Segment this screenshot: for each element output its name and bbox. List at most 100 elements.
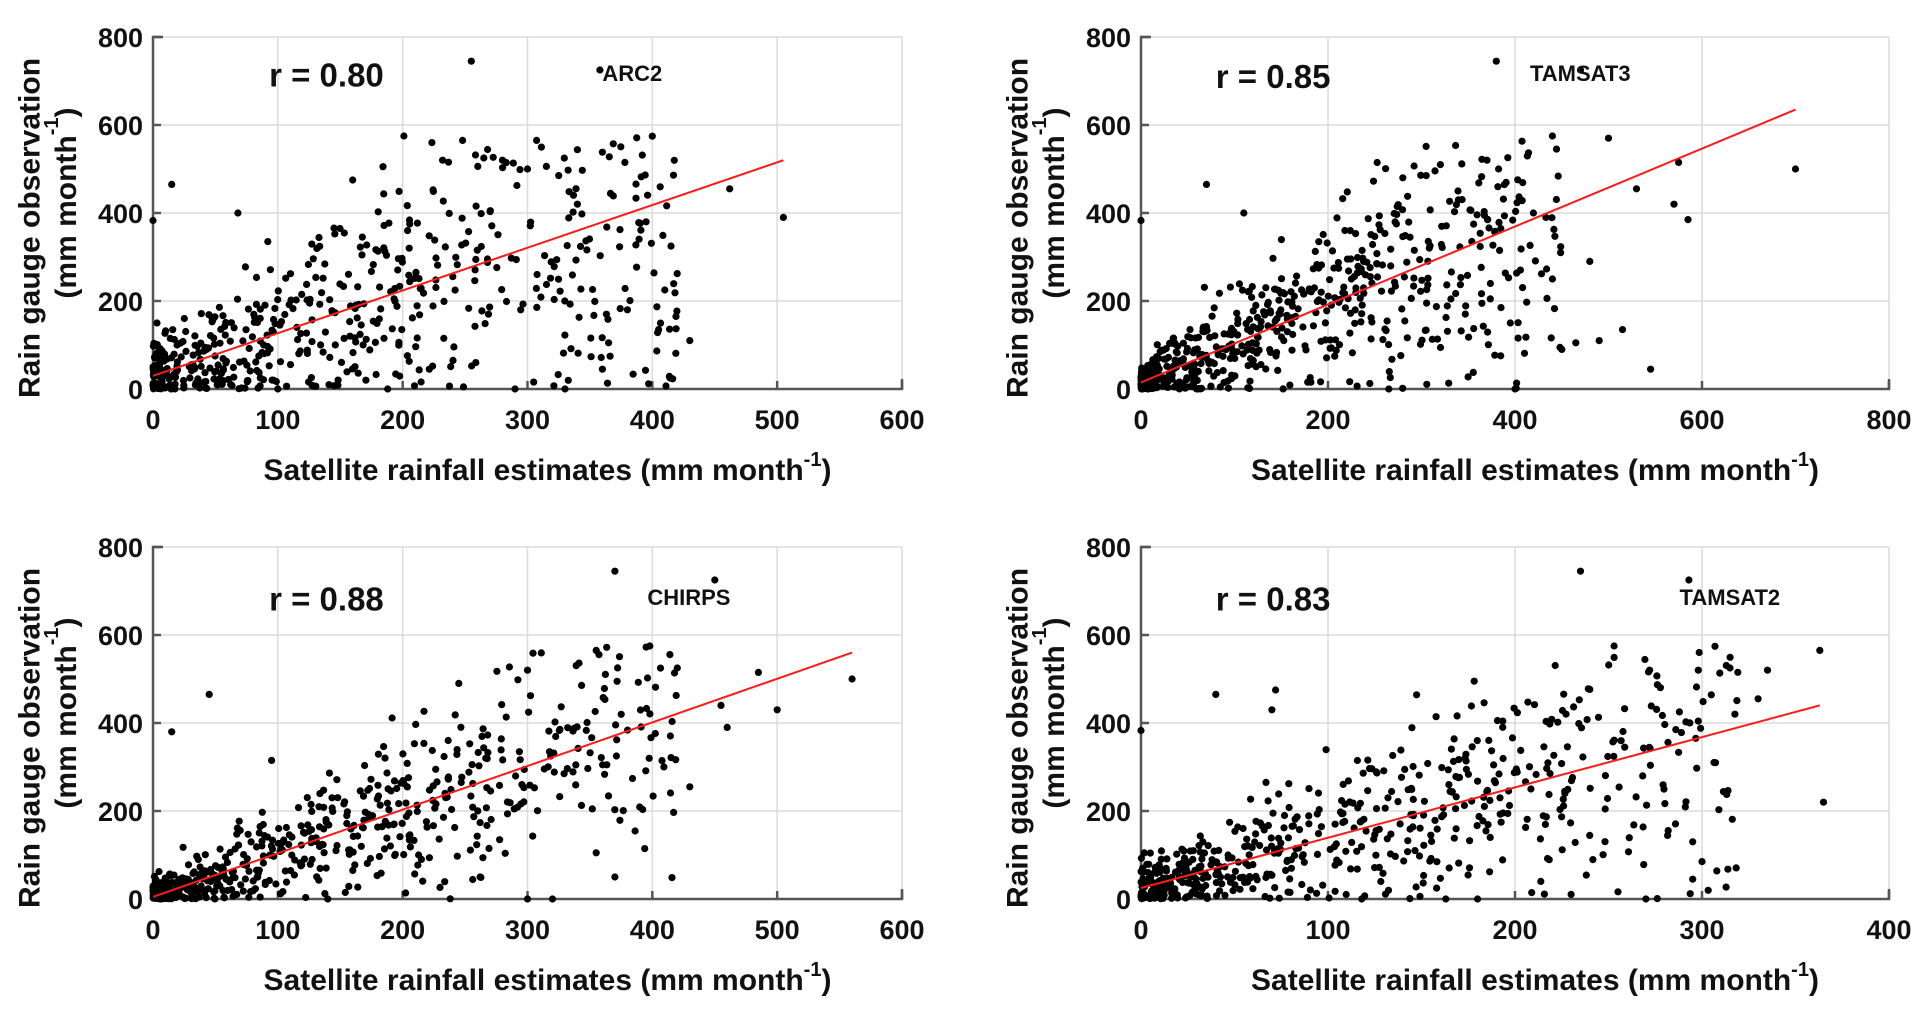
data-point	[452, 253, 460, 261]
x-axis-title-sup: -1	[804, 959, 822, 981]
data-point	[517, 306, 525, 314]
data-point	[1309, 322, 1317, 330]
data-point	[361, 808, 369, 816]
data-point	[616, 816, 624, 824]
data-point	[328, 794, 336, 802]
data-point	[1493, 717, 1502, 725]
data-point	[612, 721, 620, 729]
data-point	[621, 158, 629, 166]
data-point	[1548, 715, 1556, 723]
data-point	[1267, 834, 1275, 842]
data-point	[529, 832, 537, 840]
data-point	[526, 692, 535, 700]
data-point	[550, 382, 558, 390]
data-point	[1499, 717, 1507, 725]
data-point	[419, 289, 428, 297]
data-point	[1733, 697, 1741, 705]
data-point	[1293, 272, 1301, 280]
data-point	[1243, 835, 1251, 843]
data-point	[1387, 245, 1395, 253]
data-point	[413, 302, 421, 310]
data-point	[1421, 326, 1429, 334]
data-point	[1594, 713, 1603, 721]
data-point	[1454, 196, 1462, 204]
data-point	[381, 820, 389, 828]
data-point	[1734, 668, 1742, 676]
y-tick-label: 200	[98, 797, 143, 827]
data-point	[248, 333, 256, 341]
data-point	[478, 732, 486, 741]
data-point	[473, 832, 481, 840]
data-point	[312, 273, 320, 281]
data-point	[451, 286, 459, 294]
data-point	[605, 153, 613, 161]
data-point	[258, 348, 266, 357]
data-point	[1704, 886, 1712, 894]
panel-arc2: 0 100 200 300 400 500 6000200400600800Satellit…	[14, 23, 925, 487]
data-point	[1431, 816, 1439, 825]
data-point	[587, 353, 595, 361]
data-point	[1423, 380, 1431, 388]
data-point	[1346, 378, 1354, 386]
data-point	[660, 763, 668, 771]
data-point	[469, 875, 477, 884]
data-point	[1646, 761, 1654, 769]
data-point	[1601, 772, 1609, 780]
data-point	[470, 813, 478, 821]
data-point	[1505, 274, 1513, 282]
x-tick-label: 600	[1679, 405, 1724, 435]
data-point	[483, 784, 491, 792]
data-point	[603, 761, 611, 769]
data-point	[1208, 312, 1216, 320]
data-point	[1264, 797, 1272, 805]
data-point	[1465, 333, 1473, 341]
data-point	[1332, 346, 1340, 354]
data-point	[182, 894, 190, 902]
data-point	[441, 243, 449, 251]
data-point	[1244, 325, 1252, 333]
data-point	[848, 675, 856, 683]
data-point	[1184, 879, 1192, 887]
data-point	[281, 867, 289, 875]
data-point	[1326, 276, 1334, 284]
data-point	[1445, 781, 1453, 789]
data-point	[537, 293, 545, 301]
data-point	[469, 803, 477, 811]
data-point	[1205, 367, 1213, 375]
data-point	[201, 851, 209, 859]
data-point	[1445, 379, 1453, 387]
data-point	[1699, 698, 1707, 706]
data-point	[1323, 307, 1331, 315]
data-point	[406, 220, 414, 228]
data-point	[319, 274, 327, 282]
data-point	[1513, 269, 1521, 277]
data-point	[340, 229, 348, 237]
data-point	[1486, 833, 1494, 842]
data-point	[1536, 835, 1544, 843]
data-point	[1689, 875, 1697, 883]
data-point	[1280, 290, 1288, 298]
data-point	[1280, 824, 1288, 832]
data-point	[552, 732, 560, 741]
x-axis-title-tail: )	[1809, 964, 1819, 997]
data-point	[354, 369, 362, 377]
data-point	[160, 880, 168, 888]
data-point	[177, 353, 185, 361]
y-axis-title-units: (mm month	[1038, 645, 1071, 808]
data-point	[283, 382, 291, 390]
data-point	[1601, 838, 1609, 846]
data-point	[1716, 669, 1724, 677]
data-point	[1377, 287, 1386, 295]
data-point	[605, 339, 613, 347]
data-point	[1511, 385, 1519, 393]
data-point	[754, 668, 763, 677]
data-point	[597, 353, 605, 362]
data-point	[258, 808, 266, 816]
data-point	[405, 271, 413, 279]
data-point	[1245, 384, 1254, 392]
data-point	[1280, 811, 1289, 820]
data-point	[231, 874, 239, 882]
data-point	[1397, 352, 1405, 360]
data-point	[1388, 787, 1396, 796]
data-point	[523, 895, 532, 903]
